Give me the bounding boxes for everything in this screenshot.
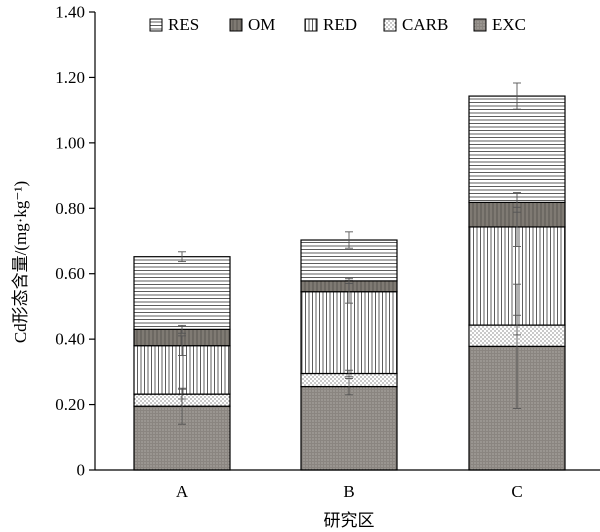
y-tick-label: 0.80 xyxy=(55,199,85,218)
y-tick-label: 0.40 xyxy=(55,330,85,349)
error-bar-om xyxy=(345,277,353,284)
error-bar-red xyxy=(178,335,186,356)
y-axis: 0 0.20 0.40 0.60 0.80 1.00 1.20 1.40 xyxy=(55,3,96,480)
y-tick-label: 1.40 xyxy=(55,3,85,22)
legend-item-res: RES xyxy=(149,15,199,34)
legend-swatch xyxy=(229,18,243,32)
x-axis-label: 研究区 xyxy=(324,511,375,530)
legend-item-exc: EXC xyxy=(473,15,526,34)
legend-swatch xyxy=(473,18,487,32)
error-bar-carb xyxy=(178,388,186,400)
legend-label: CARB xyxy=(402,15,448,34)
error-bar-om xyxy=(178,324,186,334)
y-tick-label: 1.20 xyxy=(55,68,85,87)
error-bar-carb xyxy=(345,369,353,378)
bar-segment-res xyxy=(468,95,566,203)
y-tick-label: 1.00 xyxy=(55,133,85,152)
x-tick-label: A xyxy=(176,482,189,501)
error-bar-res xyxy=(513,82,521,110)
legend-label: RES xyxy=(168,15,199,34)
error-bar-om xyxy=(513,192,521,213)
bars xyxy=(133,95,566,471)
legend: RES OM RED CARB EXC xyxy=(149,15,526,34)
legend-item-carb: CARB xyxy=(383,15,448,34)
y-tick-label: 0 xyxy=(77,461,86,480)
error-bar-carb xyxy=(513,314,521,336)
legend-swatch xyxy=(383,18,397,32)
legend-label: OM xyxy=(248,15,275,34)
legend-label: RED xyxy=(323,15,357,34)
legend-item-om: OM xyxy=(229,15,275,34)
x-tick-label: C xyxy=(511,482,522,501)
y-tick-label: 0.60 xyxy=(55,264,85,283)
legend-item-red: RED xyxy=(304,15,357,34)
error-bar-exc xyxy=(513,283,521,409)
error-bar-res xyxy=(345,231,353,249)
bar-segment-res xyxy=(133,256,231,330)
y-tick-label: 0.20 xyxy=(55,395,85,414)
error-bar-res xyxy=(178,251,186,263)
x-axis: A B C xyxy=(95,469,600,501)
legend-swatch xyxy=(304,18,318,32)
bar-segment-exc xyxy=(300,385,398,471)
x-tick-label: B xyxy=(343,482,354,501)
bar-segment-red xyxy=(300,291,398,375)
legend-label: EXC xyxy=(492,15,526,34)
y-axis-label: Cd形态含量/(mg·kg⁻¹) xyxy=(11,181,30,343)
error-bar-exc xyxy=(345,377,353,396)
error-bars xyxy=(178,82,521,425)
legend-swatch xyxy=(149,18,163,32)
